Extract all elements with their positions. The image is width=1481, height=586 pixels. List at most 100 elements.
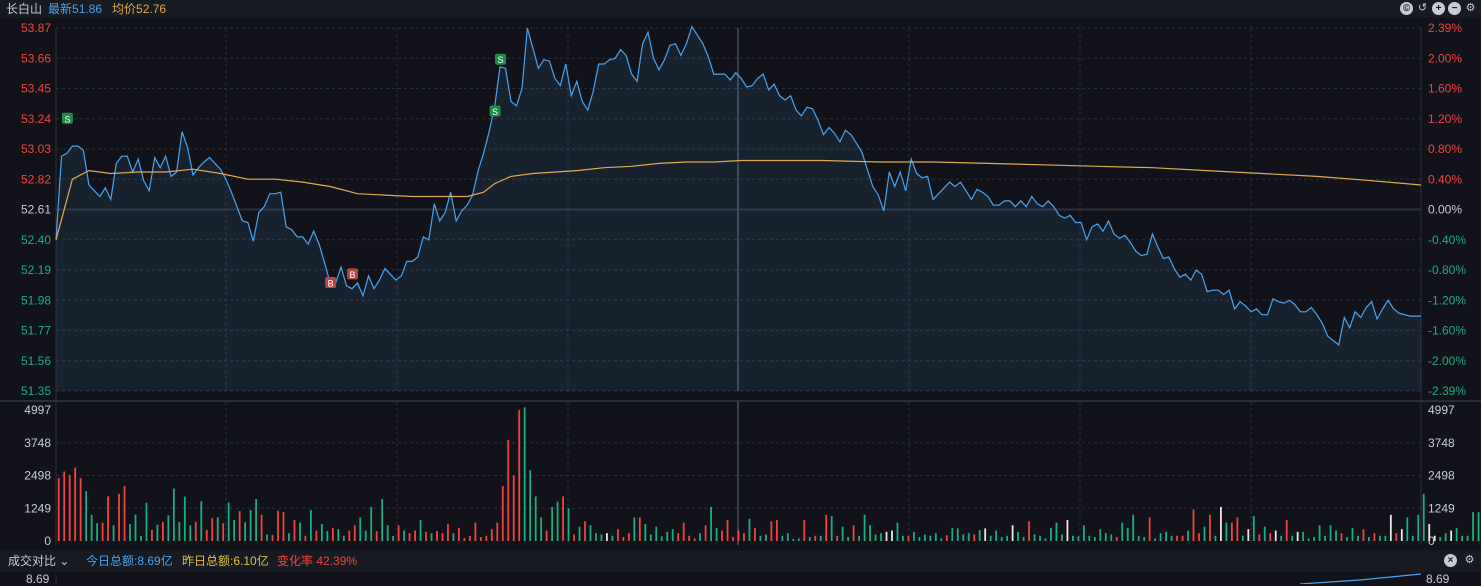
close-icon[interactable]: × [1444, 554, 1457, 567]
volume-bar [710, 506, 712, 541]
volume-bar [1258, 534, 1261, 541]
volume-bar [693, 538, 696, 541]
volume-bar [1477, 512, 1480, 541]
volume-bar [397, 525, 400, 541]
volume-bar [1022, 537, 1025, 541]
volume-bar [1225, 522, 1228, 541]
undo-icon[interactable]: ↺ [1417, 2, 1428, 14]
compare-dropdown[interactable]: 成交对比 ⌄ [8, 554, 69, 568]
volume-bar [1187, 530, 1189, 541]
volume-bar [452, 533, 455, 541]
volume-tick-right: 4997 [1428, 403, 1455, 417]
volume-bar [1154, 538, 1157, 541]
y-tick-left: 53.87 [21, 21, 51, 35]
buy-marker [347, 268, 359, 280]
volume-bar [490, 529, 493, 541]
today-total: 今日总额:8.69亿 [86, 554, 173, 568]
volume-bar [797, 538, 800, 541]
volume-bar [529, 470, 532, 541]
volume-bar [962, 534, 965, 541]
volume-bar [145, 502, 148, 541]
price-area [56, 26, 1421, 391]
volume-bar [299, 522, 301, 541]
volume-bar [1181, 535, 1184, 541]
volume-tick-left: 2498 [24, 469, 51, 483]
avg-price-line [55, 159, 1422, 240]
volume-bar [216, 517, 219, 541]
volume-bar [1324, 535, 1326, 541]
volume-bar [1241, 535, 1244, 541]
volume-bar [1461, 535, 1464, 541]
zoom-in-icon[interactable]: + [1432, 2, 1445, 15]
volume-bar [260, 514, 263, 541]
volume-bar [468, 536, 471, 541]
volume-bar [1285, 520, 1288, 541]
change-rate-value: 42.39% [316, 554, 358, 568]
volume-bar [732, 537, 734, 541]
volume-bar [227, 502, 230, 541]
volume-bar [244, 522, 247, 541]
avg-price-label: 均价52.76 [112, 2, 166, 16]
y-tick-right: 1.60% [1428, 82, 1462, 96]
volume-bar [1280, 535, 1283, 541]
volume-bar [622, 537, 625, 541]
volume-bar [1017, 531, 1019, 541]
volume-bar [436, 531, 438, 541]
volume-bar [600, 534, 603, 541]
volume-bar [1115, 537, 1118, 541]
volume-bar [271, 534, 274, 541]
volume-bar [1302, 531, 1305, 541]
volume-bar [1088, 535, 1091, 541]
volume-tick-right: 0 [1428, 534, 1435, 548]
volume-bar [1137, 535, 1140, 541]
volume-bar [649, 534, 652, 541]
volume-compare-bar: 成交对比 ⌄ 今日总额:8.69亿 昨日总额:6.10亿 变化率 42.39% … [0, 550, 1481, 572]
copyright-icon[interactable]: © [1400, 2, 1413, 15]
volume-bar [68, 474, 71, 541]
volume-bar [293, 520, 296, 541]
volume-bar [485, 535, 488, 541]
zoom-out-icon[interactable]: − [1448, 2, 1461, 15]
volume-bar [918, 537, 921, 541]
sell-marker [61, 112, 73, 124]
y-tick-right: 2.00% [1428, 51, 1462, 65]
volume-bar [984, 528, 987, 541]
volume-bar [375, 531, 378, 541]
volume-bar [956, 528, 959, 541]
volume-bar [408, 533, 411, 541]
today-total-label: 今日总额: [86, 554, 138, 568]
volume-bar [1313, 537, 1316, 541]
volume-bar [896, 522, 899, 541]
volume-bar [907, 535, 910, 541]
volume-tick-right: 1249 [1428, 501, 1455, 515]
settings-gear-icon[interactable]: ⚙ [1464, 554, 1475, 566]
volume-bar [1307, 538, 1310, 541]
volume-bar [929, 535, 932, 541]
volume-bar [671, 529, 674, 541]
today-total-value: 8.69亿 [137, 554, 173, 568]
volume-bar [1318, 525, 1321, 541]
sell-marker [495, 53, 507, 65]
volume-bar [1110, 534, 1113, 541]
volume-bar [1400, 529, 1403, 541]
volume-bar [90, 514, 93, 541]
change-rate-label: 变化率 [277, 554, 314, 568]
volume-bar [1220, 506, 1222, 541]
volume-bar [1214, 535, 1217, 541]
change-rate: 变化率 42.39% [277, 554, 357, 568]
volume-bar [167, 515, 170, 541]
volume-bar [211, 518, 214, 541]
volume-bar [715, 527, 718, 541]
volume-bar [836, 535, 839, 541]
volume-bar [425, 531, 427, 541]
y-tick-right: -0.80% [1428, 263, 1466, 277]
volume-bar [1006, 535, 1009, 541]
stock-name: 长白山 [6, 2, 43, 16]
volume-bar [666, 531, 669, 541]
volume-bar [775, 520, 778, 541]
gear-icon[interactable]: ⚙ [1465, 2, 1476, 14]
volume-bar [578, 526, 581, 541]
volume-bar [573, 534, 575, 541]
sell-marker-label: S [498, 55, 504, 65]
